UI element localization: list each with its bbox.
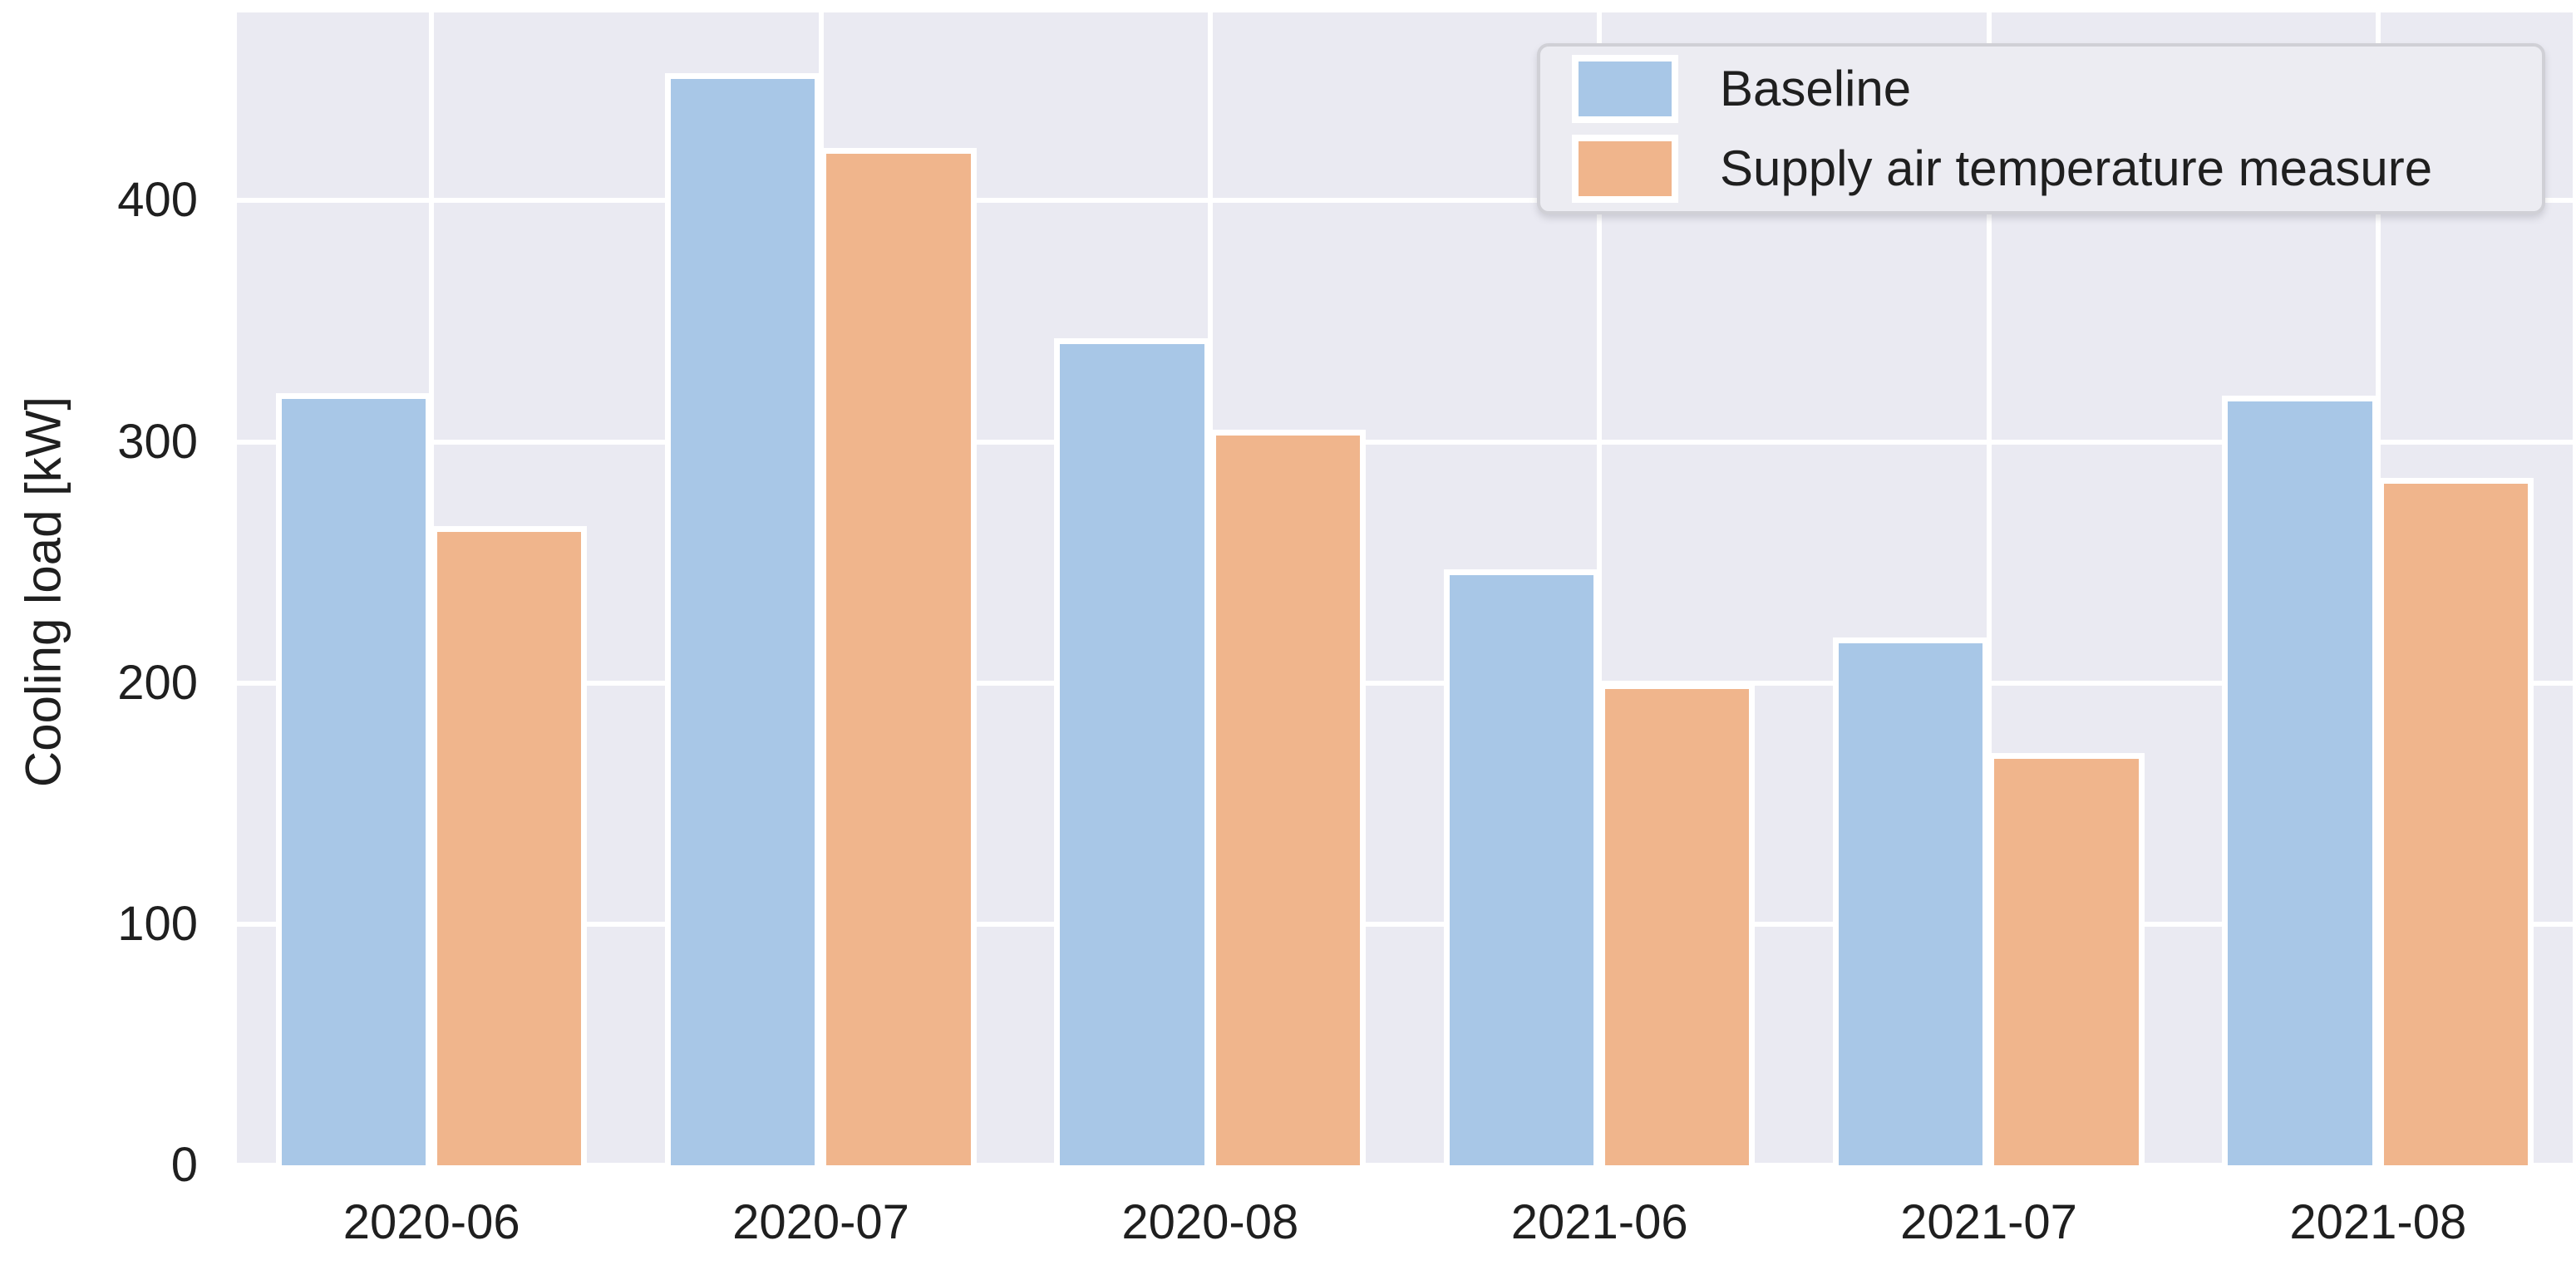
x-tick-label: 2020-08 (1121, 1195, 1299, 1249)
bar-group-2021-07 (1794, 12, 2183, 1165)
baseline-bar-2020-06 (275, 393, 432, 1165)
baseline-swatch-fill (1579, 62, 1672, 116)
supply-swatch-icon (1572, 135, 1678, 203)
legend-item-supply: Supply air temperature measure (1572, 135, 2510, 203)
gridline-horizontal (237, 921, 2573, 927)
x-tick-label: 2020-07 (732, 1195, 909, 1249)
baseline-bar-2021-07 (1833, 637, 1989, 1165)
supply-bar-2020-07 (820, 147, 977, 1165)
x-tick-labels: 2020-06 2020-07 2020-08 2021-06 2021-07 2021-… (237, 1165, 2573, 1270)
baseline-bar-2020-07 (665, 72, 821, 1165)
supply-bar-2020-06 (431, 526, 588, 1165)
x-tick-label: 2021-07 (1900, 1195, 2077, 1249)
y-tick-label: 400 (117, 173, 198, 228)
gridline-vertical (1986, 12, 1992, 1165)
legend-item-baseline: Baseline (1572, 55, 2510, 123)
x-tick-label: 2021-08 (2289, 1195, 2467, 1249)
supply-bar-2021-08 (2377, 478, 2534, 1165)
baseline-bar-2021-06 (1443, 569, 1600, 1165)
bar-group-2020-07 (626, 12, 1015, 1165)
gridline-horizontal (237, 680, 2573, 686)
plot-area: Baseline Supply air temperature measure (237, 12, 2573, 1168)
gridline-vertical (1597, 12, 1603, 1165)
gridline-horizontal (237, 1163, 2573, 1168)
supply-bar-2021-06 (1599, 682, 1756, 1165)
y-tick-label: 200 (117, 655, 198, 710)
legend-label-supply: Supply air temperature measure (1720, 140, 2433, 196)
x-tick-label: 2021-06 (1510, 1195, 1688, 1249)
baseline-bar-2020-08 (1054, 337, 1210, 1165)
bar-group-2021-08 (2184, 12, 2573, 1165)
baseline-swatch-icon (1572, 55, 1678, 123)
bar-group-2021-06 (1405, 12, 1794, 1165)
legend-label-baseline: Baseline (1720, 61, 1912, 116)
gridline-horizontal (237, 439, 2573, 445)
legend: Baseline Supply air temperature measure (1537, 43, 2545, 214)
y-tick-label: 300 (117, 414, 198, 469)
x-tick-label: 2020-06 (342, 1195, 520, 1249)
bar-group-2020-08 (1016, 12, 1405, 1165)
bar-groups (237, 12, 2573, 1165)
y-tick-label: 100 (117, 896, 198, 951)
supply-swatch-fill (1579, 141, 1672, 196)
y-tick-label: 0 (170, 1138, 198, 1192)
supply-bar-2021-07 (1988, 752, 2145, 1165)
baseline-bar-2021-08 (2222, 396, 2378, 1165)
supply-bar-2020-08 (1209, 430, 1367, 1165)
gridline-horizontal (237, 198, 2573, 204)
bar-group-2020-06 (237, 12, 626, 1165)
y-tick-labels: 0 100 200 300 400 (0, 12, 218, 1189)
